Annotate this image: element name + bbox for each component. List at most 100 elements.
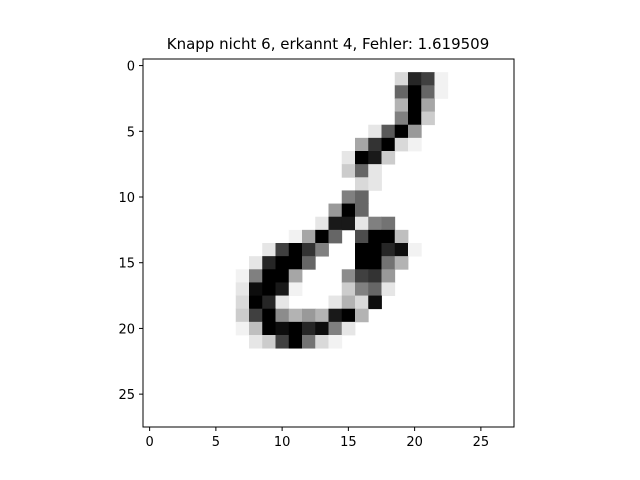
image-pixel	[381, 124, 396, 139]
y-tick-label: 5	[127, 125, 135, 140]
image-pixel	[341, 321, 356, 336]
image-pixel	[235, 282, 250, 296]
image-pixel	[381, 151, 396, 165]
image-pixel	[249, 321, 263, 336]
image-pixel	[355, 243, 369, 257]
image-pixel	[328, 295, 343, 310]
image-pixel	[315, 308, 329, 323]
image-pixel	[381, 137, 396, 152]
image-pixel	[328, 216, 343, 231]
image-pixel	[434, 85, 449, 99]
y-tick-label: 0	[127, 60, 135, 75]
image-pixel	[368, 216, 382, 231]
x-tick-label: 15	[340, 435, 357, 450]
image-pixel	[288, 243, 303, 257]
image-pixel	[315, 335, 329, 349]
image-pixel	[235, 321, 250, 336]
image-pixel	[394, 137, 409, 152]
image-pixel	[262, 269, 276, 283]
image-pixel	[275, 243, 290, 257]
image-pixel	[262, 308, 276, 323]
image-pixel	[302, 335, 316, 349]
image-pixel	[368, 269, 382, 283]
image-pixel	[394, 243, 409, 257]
image-pixel	[394, 85, 409, 99]
image-pixel	[394, 256, 409, 270]
image-pixel	[394, 111, 409, 126]
image-pixel	[368, 164, 382, 178]
image-pixel	[315, 216, 329, 231]
y-tick-label: 10	[118, 191, 135, 206]
image-pixel	[368, 137, 382, 152]
image-pixel	[408, 98, 422, 112]
image-pixel	[394, 98, 409, 112]
image-pixel	[408, 243, 422, 257]
image-pixel	[368, 243, 382, 257]
image-pixel	[262, 321, 276, 336]
image-pixel	[355, 203, 369, 218]
image-pixel	[341, 203, 356, 218]
image-pixel	[275, 308, 290, 323]
image-pixel	[341, 151, 356, 165]
image-pixel	[341, 216, 356, 231]
image-pixel	[328, 335, 343, 349]
image-pixel	[421, 85, 435, 99]
image-pixel	[288, 321, 303, 336]
image-pixel	[262, 256, 276, 270]
image-pixel	[355, 308, 369, 323]
image-pixel	[275, 335, 290, 349]
image-pixel	[368, 124, 382, 139]
image-pixel	[341, 164, 356, 178]
image-pixel	[421, 98, 435, 112]
image-pixel	[355, 151, 369, 165]
image-pixel	[315, 243, 329, 257]
image-pixel	[288, 308, 303, 323]
image-pixel	[275, 256, 290, 270]
plot-frame	[142, 58, 515, 428]
image-pixel	[394, 229, 409, 244]
image-pixel	[302, 229, 316, 244]
image-pixel	[249, 256, 263, 270]
image-pixel	[341, 308, 356, 323]
image-pixel	[328, 308, 343, 323]
image-pixel	[302, 308, 316, 323]
image-pixel	[235, 308, 250, 323]
image-pixel	[394, 72, 409, 86]
y-tick-label: 20	[118, 322, 135, 337]
image-pixel	[355, 216, 369, 231]
image-pixel	[288, 229, 303, 244]
x-tick-label: 5	[212, 435, 220, 450]
image-pixel	[262, 335, 276, 349]
image-pixel	[275, 282, 290, 296]
image-pixel	[355, 269, 369, 283]
image-pixel	[262, 243, 276, 257]
image-pixel	[328, 321, 343, 336]
image-pixel-grid	[235, 72, 449, 349]
image-pixel	[381, 216, 396, 231]
image-pixel	[355, 190, 369, 204]
image-pixel	[249, 269, 263, 283]
image-pixel	[302, 256, 316, 270]
image-pixel	[434, 72, 449, 86]
image-pixel	[249, 335, 263, 349]
image-pixel	[408, 85, 422, 99]
y-axis-ticks: 0 5 10 15 20 25	[118, 60, 143, 403]
image-pixel	[288, 256, 303, 270]
image-pixel	[381, 243, 396, 257]
image-pixel	[408, 124, 422, 139]
image-pixel	[249, 282, 263, 296]
image-pixel	[355, 256, 369, 270]
image-pixel	[355, 177, 369, 191]
image-pixel	[408, 72, 422, 86]
image-pixel	[394, 124, 409, 139]
image-pixel	[275, 295, 290, 310]
image-pixel	[288, 269, 303, 283]
image-pixel	[249, 295, 263, 310]
image-pixel	[302, 321, 316, 336]
image-pixel	[328, 203, 343, 218]
image-pixel	[355, 229, 369, 244]
image-pixel	[368, 151, 382, 165]
image-pixel	[381, 256, 396, 270]
image-pixel	[381, 229, 396, 244]
